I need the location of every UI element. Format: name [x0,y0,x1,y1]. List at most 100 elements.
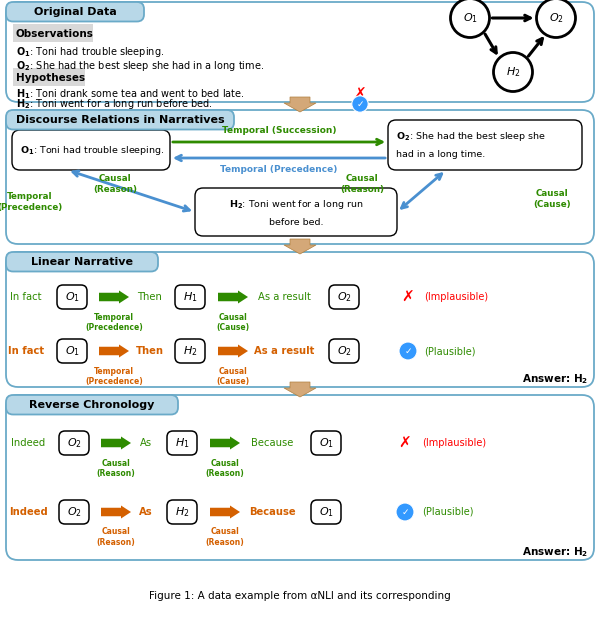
Text: $\mathbf{O_2}$: She had the best sleep she had in a long time.: $\mathbf{O_2}$: She had the best sleep s… [16,59,264,73]
Text: Then: Then [136,346,164,356]
Text: Causal
(Cause): Causal (Cause) [533,190,571,209]
Circle shape [399,342,417,360]
Text: Discourse Relations in Narratives: Discourse Relations in Narratives [16,115,224,125]
Text: Indeed: Indeed [11,438,45,448]
Text: $O_2$: $O_2$ [337,344,352,358]
Text: $O_2$: $O_2$ [67,436,82,450]
Text: $\mathbf{O_1}$: Toni had trouble sleeping.: $\mathbf{O_1}$: Toni had trouble sleepin… [16,45,164,59]
Circle shape [493,52,533,92]
Text: $O_1$: $O_1$ [319,436,334,450]
FancyBboxPatch shape [59,431,89,455]
Text: (Plausible): (Plausible) [422,507,473,517]
Bar [13,24,93,42]
Text: Temporal
(Precedence): Temporal (Precedence) [85,312,143,332]
Circle shape [396,503,414,521]
Text: In fact: In fact [10,292,42,302]
Circle shape [536,0,575,37]
Circle shape [451,0,490,37]
Polygon shape [99,344,129,358]
Text: Hypotheses: Hypotheses [16,73,85,83]
Text: Original Data: Original Data [34,7,116,17]
FancyBboxPatch shape [388,120,582,170]
Polygon shape [210,506,240,518]
FancyBboxPatch shape [59,500,89,524]
Text: Reverse Chronology: Reverse Chronology [29,400,155,410]
Text: As: As [139,507,153,517]
Text: Because: Because [251,438,293,448]
FancyBboxPatch shape [311,431,341,455]
Text: $O_2$: $O_2$ [548,11,563,25]
Text: Temporal
(Precedence): Temporal (Precedence) [0,192,62,212]
Polygon shape [284,239,316,254]
Text: $\mathbf{H_2}$: Toni went for a long run: $\mathbf{H_2}$: Toni went for a long run [229,198,363,210]
Text: $\mathbf{O_1}$: Toni had trouble sleeping.: $\mathbf{O_1}$: Toni had trouble sleepin… [20,143,164,157]
FancyBboxPatch shape [6,252,158,272]
Text: $\mathbf{O_2}$: She had the best sleep she: $\mathbf{O_2}$: She had the best sleep s… [396,130,546,142]
Text: $H_2$: $H_2$ [506,65,520,79]
FancyBboxPatch shape [57,285,87,309]
Text: $O_2$: $O_2$ [67,505,82,519]
FancyBboxPatch shape [6,2,144,21]
Polygon shape [284,97,316,112]
Text: $H_1$: $H_1$ [183,290,197,304]
Text: In fact: In fact [8,346,44,356]
Text: ✓: ✓ [404,346,412,356]
FancyBboxPatch shape [6,395,178,415]
Text: Temporal (Precedence): Temporal (Precedence) [220,165,338,174]
Text: $H_2$: $H_2$ [175,505,189,519]
Text: Linear Narrative: Linear Narrative [31,257,133,267]
Text: Answer: $\mathbf{H_2}$: Answer: $\mathbf{H_2}$ [522,545,588,559]
FancyBboxPatch shape [167,431,197,455]
Text: Causal
(Reason): Causal (Reason) [206,458,244,478]
FancyBboxPatch shape [195,188,397,236]
FancyBboxPatch shape [167,500,197,524]
Text: Temporal (Succession): Temporal (Succession) [222,126,336,135]
FancyBboxPatch shape [6,110,234,130]
Text: $\mathbf{H_2}$: Toni went for a long run before bed.: $\mathbf{H_2}$: Toni went for a long run… [16,97,213,111]
FancyBboxPatch shape [6,395,594,560]
Polygon shape [99,291,129,303]
Text: Causal
(Reason): Causal (Reason) [93,174,137,193]
Text: ✓: ✓ [356,99,364,109]
Text: Causal
(Reason): Causal (Reason) [97,458,136,478]
Text: $O_1$: $O_1$ [463,11,478,25]
FancyBboxPatch shape [329,285,359,309]
Text: ✗: ✗ [401,289,415,305]
Text: Causal
(Reason): Causal (Reason) [97,528,136,547]
Text: Answer: $\mathbf{H_2}$: Answer: $\mathbf{H_2}$ [522,372,588,386]
Text: before bed.: before bed. [269,217,323,226]
Text: Causal
(Reason): Causal (Reason) [340,174,384,193]
FancyBboxPatch shape [6,2,594,102]
FancyBboxPatch shape [175,285,205,309]
Polygon shape [101,437,131,449]
Text: ✓: ✓ [401,507,409,516]
Text: Causal
(Reason): Causal (Reason) [206,528,244,547]
Text: $H_2$: $H_2$ [183,344,197,358]
Text: Then: Then [137,292,163,302]
Polygon shape [218,344,248,358]
Polygon shape [101,506,131,518]
Text: ✗: ✗ [353,87,367,102]
Text: $H_1$: $H_1$ [175,436,189,450]
Text: (Implausible): (Implausible) [422,438,486,448]
Text: had in a long time.: had in a long time. [396,150,485,159]
Polygon shape [218,291,248,303]
Text: (Plausible): (Plausible) [424,346,476,356]
Text: $\mathbf{H_1}$: Toni drank some tea and went to bed late.: $\mathbf{H_1}$: Toni drank some tea and … [16,87,245,101]
Text: As a result: As a result [257,292,310,302]
Polygon shape [284,382,316,397]
Text: $O_1$: $O_1$ [319,505,334,519]
Text: $O_2$: $O_2$ [337,290,352,304]
FancyBboxPatch shape [57,339,87,363]
FancyBboxPatch shape [6,110,594,244]
Text: As: As [140,438,152,448]
Text: (Implausible): (Implausible) [424,292,488,302]
FancyBboxPatch shape [329,339,359,363]
Text: Figure 1: A data example from αNLI and its corresponding: Figure 1: A data example from αNLI and i… [149,591,451,601]
FancyBboxPatch shape [12,130,170,170]
FancyBboxPatch shape [311,500,341,524]
Text: Causal
(Cause): Causal (Cause) [217,312,250,332]
Text: $O_1$: $O_1$ [65,290,79,304]
FancyBboxPatch shape [6,252,594,387]
Text: Indeed: Indeed [8,507,47,517]
